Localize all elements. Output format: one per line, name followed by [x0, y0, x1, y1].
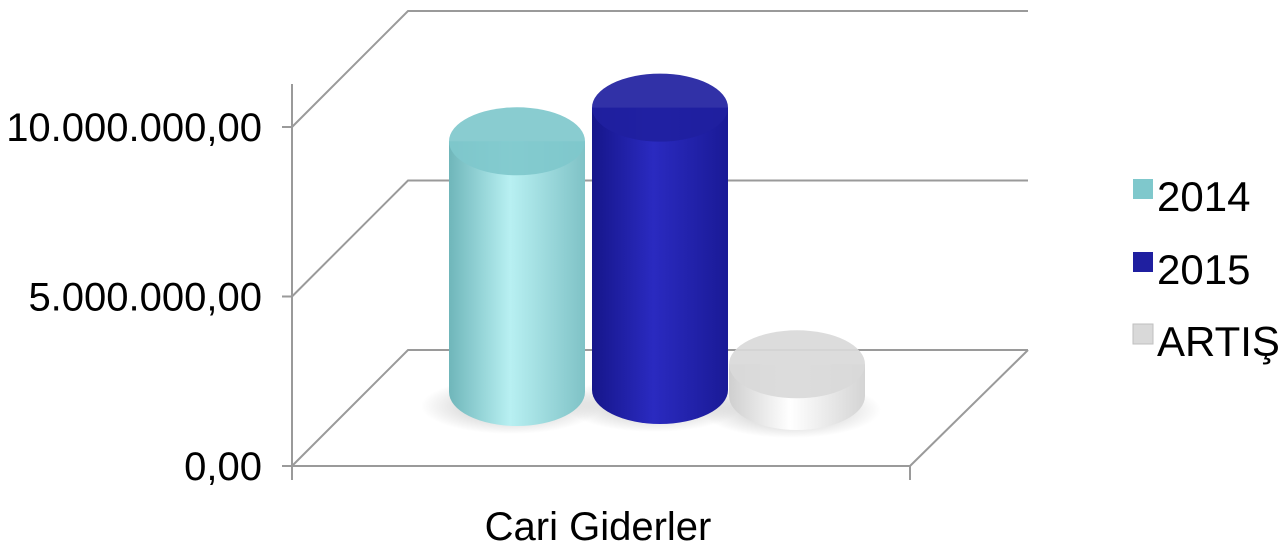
- legend-label: 2015: [1157, 246, 1250, 293]
- legend-swatch-2014: [1133, 179, 1153, 199]
- bar-layer: [449, 73, 865, 430]
- gridline: [291, 10, 1028, 128]
- legend: 2014 2015 ARTIŞ: [1132, 173, 1279, 365]
- y-tick-label: 10.000.000,00: [6, 106, 262, 150]
- grid-layer: [282, 10, 1029, 480]
- y-tick-labels: 0,00 5.000.000,00 10.000.000,00: [6, 106, 262, 489]
- bar-2015-top: [592, 73, 728, 142]
- legend-swatch-artiş: [1132, 323, 1154, 345]
- gridline: [291, 179, 1028, 298]
- floor-right-edge: [909, 349, 1029, 467]
- bar-artis-top: [729, 330, 865, 399]
- y-tick-label: 0,00: [184, 445, 262, 489]
- bar-2014-top: [449, 107, 585, 176]
- legend-label: 2014: [1157, 173, 1250, 220]
- bar-2014: [449, 107, 585, 426]
- x-category-label: Cari Giderler: [485, 505, 712, 549]
- y-tick-label: 5.000.000,00: [28, 276, 262, 320]
- bar-artis: [729, 330, 865, 430]
- legend-label: ARTIŞ: [1157, 318, 1279, 365]
- bar-2014-body: [449, 141, 585, 426]
- legend-swatch-2015: [1133, 252, 1153, 272]
- bar-2015: [592, 73, 728, 424]
- bar-2015-body: [592, 107, 728, 424]
